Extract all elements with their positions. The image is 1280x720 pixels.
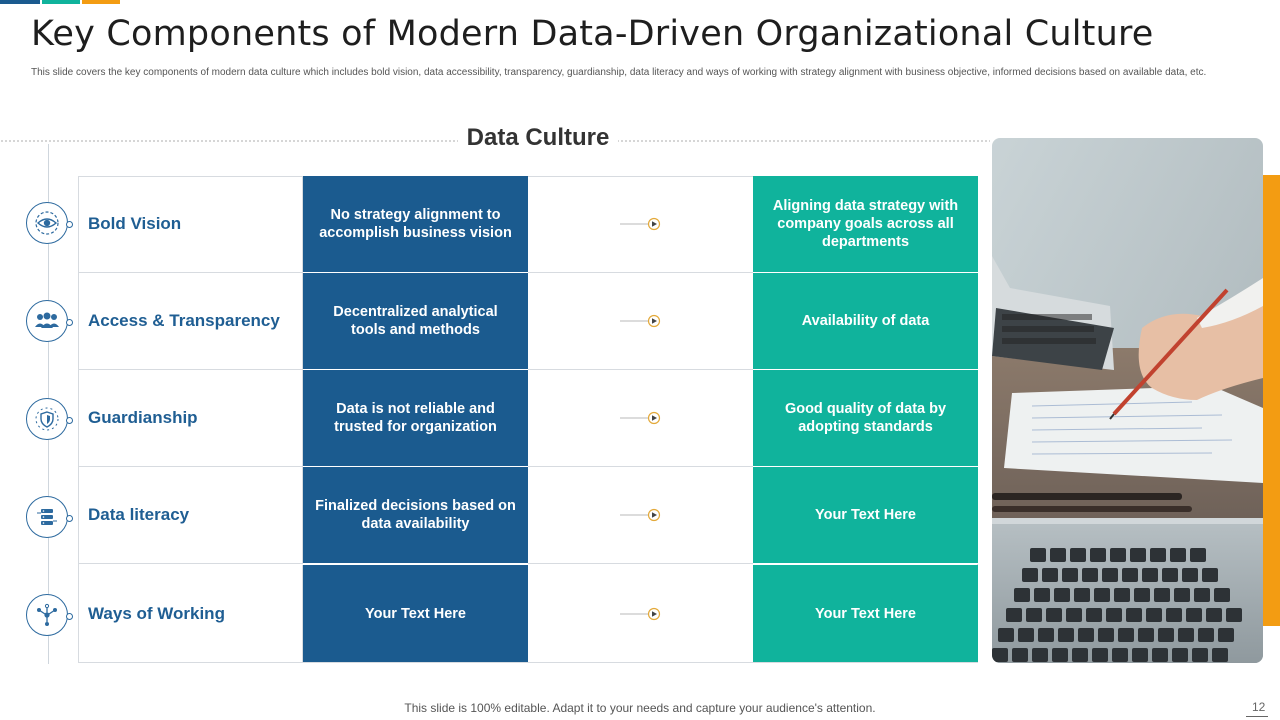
table-row: Data literacy Finalized decisions based … [78, 467, 978, 564]
timeline-dot [66, 515, 73, 522]
people-icon [26, 300, 68, 342]
row-label: Guardianship [78, 370, 303, 467]
target-state-cell: Your Text Here [753, 565, 978, 662]
slide-subtitle: This slide covers the key components of … [31, 67, 1207, 78]
arrow-icon [619, 607, 660, 620]
slide-title: Key Components of Modern Data-Driven Org… [31, 14, 1154, 54]
timeline-dot [66, 613, 73, 620]
target-state-cell: Aligning data strategy with company goal… [753, 176, 978, 273]
arrow-icon [619, 217, 660, 231]
table-row: Guardianship Data is not reliable and tr… [78, 370, 978, 467]
arrow-connector [528, 467, 753, 564]
current-state-cell: No strategy alignment to accomplish busi… [303, 176, 528, 273]
timeline-dot [66, 319, 73, 326]
row-label: Data literacy [78, 467, 303, 564]
footer-note: This slide is 100% editable. Adapt it to… [404, 701, 876, 715]
arrow-icon [619, 411, 660, 425]
target-state-cell: Availability of data [753, 273, 978, 370]
current-state-cell: Your Text Here [303, 565, 528, 662]
page-number: 12 [1252, 700, 1266, 714]
arrow-connector [528, 273, 753, 370]
row-label: Access & Transparency [78, 273, 303, 370]
shield-icon [26, 398, 68, 440]
table-row: Access & Transparency Decentralized anal… [78, 273, 978, 370]
orange-accent-bar [1263, 175, 1280, 626]
target-state-cell: Your Text Here [753, 467, 978, 564]
current-state-cell: Data is not reliable and trusted for org… [303, 370, 528, 467]
table-row: Ways of Working Your Text Here Your Text… [78, 565, 978, 662]
row-label: Bold Vision [78, 176, 303, 273]
laptop-photo [992, 138, 1263, 663]
arrow-connector [528, 176, 753, 273]
current-state-cell: Decentralized analytical tools and metho… [303, 273, 528, 370]
eye-icon [26, 202, 68, 244]
arrow-icon [619, 314, 660, 328]
arrow-connector [528, 565, 753, 662]
database-icon [26, 496, 68, 538]
target-state-cell: Good quality of data by adopting standar… [753, 370, 978, 467]
row-label: Ways of Working [78, 565, 303, 662]
arrow-connector [528, 370, 753, 467]
section-title: Data Culture [458, 124, 618, 152]
top-accent-bars [0, 0, 130, 4]
timeline-dot [66, 221, 73, 228]
timeline-dot [66, 417, 73, 424]
table-row: Bold Vision No strategy alignment to acc… [78, 176, 978, 273]
page-number-underline [1246, 716, 1268, 717]
workflow-icon [26, 594, 68, 636]
arrow-icon [619, 508, 660, 522]
current-state-cell: Finalized decisions based on data availa… [303, 467, 528, 564]
